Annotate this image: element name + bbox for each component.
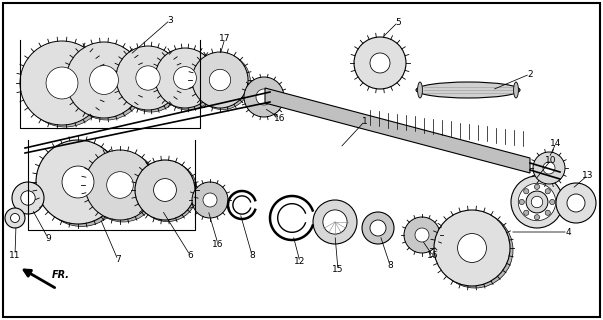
Circle shape bbox=[116, 46, 180, 110]
Circle shape bbox=[567, 194, 585, 212]
Circle shape bbox=[12, 182, 44, 214]
Circle shape bbox=[136, 66, 160, 90]
Text: 8: 8 bbox=[249, 251, 255, 260]
Circle shape bbox=[137, 162, 197, 222]
Text: 2: 2 bbox=[527, 69, 533, 78]
Circle shape bbox=[21, 191, 35, 205]
Circle shape bbox=[107, 172, 133, 198]
Circle shape bbox=[545, 189, 551, 194]
Circle shape bbox=[434, 210, 510, 286]
Circle shape bbox=[244, 77, 284, 117]
Text: 11: 11 bbox=[9, 251, 21, 260]
Circle shape bbox=[46, 67, 78, 99]
Text: 8: 8 bbox=[387, 260, 393, 269]
Circle shape bbox=[519, 199, 525, 204]
Circle shape bbox=[69, 44, 145, 120]
Circle shape bbox=[20, 41, 104, 125]
Text: 17: 17 bbox=[219, 34, 231, 43]
Circle shape bbox=[543, 162, 555, 174]
Circle shape bbox=[5, 208, 25, 228]
Circle shape bbox=[458, 234, 487, 262]
Circle shape bbox=[256, 89, 272, 105]
Text: 4: 4 bbox=[565, 228, 571, 236]
Circle shape bbox=[523, 210, 529, 215]
Circle shape bbox=[135, 160, 195, 220]
Circle shape bbox=[192, 182, 228, 218]
Circle shape bbox=[90, 66, 118, 94]
Circle shape bbox=[158, 50, 218, 110]
Text: 14: 14 bbox=[551, 139, 561, 148]
Ellipse shape bbox=[416, 82, 520, 98]
Text: 7: 7 bbox=[115, 255, 121, 265]
Circle shape bbox=[62, 166, 94, 198]
Circle shape bbox=[209, 69, 230, 91]
Text: 16: 16 bbox=[212, 239, 224, 249]
Circle shape bbox=[523, 189, 529, 194]
Circle shape bbox=[370, 53, 390, 73]
Circle shape bbox=[511, 176, 563, 228]
Circle shape bbox=[66, 42, 142, 118]
Circle shape bbox=[40, 142, 124, 227]
Circle shape bbox=[415, 228, 429, 242]
Circle shape bbox=[119, 48, 183, 112]
Text: 16: 16 bbox=[428, 252, 439, 260]
Circle shape bbox=[203, 193, 217, 207]
Circle shape bbox=[404, 217, 440, 253]
Circle shape bbox=[533, 152, 565, 184]
Ellipse shape bbox=[418, 82, 422, 98]
Circle shape bbox=[10, 213, 19, 222]
Circle shape bbox=[194, 53, 250, 109]
Circle shape bbox=[192, 52, 248, 108]
Circle shape bbox=[437, 212, 513, 288]
Circle shape bbox=[549, 199, 555, 204]
Text: 10: 10 bbox=[545, 156, 557, 164]
Circle shape bbox=[155, 48, 215, 108]
Circle shape bbox=[545, 210, 551, 215]
Circle shape bbox=[354, 37, 406, 89]
Circle shape bbox=[154, 179, 177, 201]
Circle shape bbox=[313, 200, 357, 244]
Text: FR.: FR. bbox=[52, 270, 70, 280]
Text: 9: 9 bbox=[45, 234, 51, 243]
Text: 16: 16 bbox=[274, 114, 286, 123]
Circle shape bbox=[534, 215, 540, 220]
Text: 5: 5 bbox=[395, 18, 401, 27]
Circle shape bbox=[370, 220, 386, 236]
Polygon shape bbox=[265, 88, 530, 173]
Circle shape bbox=[519, 183, 556, 221]
Circle shape bbox=[526, 191, 548, 213]
Circle shape bbox=[534, 184, 540, 189]
Text: 3: 3 bbox=[167, 15, 173, 25]
Circle shape bbox=[362, 212, 394, 244]
Circle shape bbox=[36, 140, 120, 224]
Text: 12: 12 bbox=[294, 258, 306, 267]
Circle shape bbox=[323, 210, 347, 234]
Circle shape bbox=[85, 150, 155, 220]
Text: 13: 13 bbox=[582, 171, 594, 180]
Circle shape bbox=[23, 43, 107, 127]
Circle shape bbox=[556, 183, 596, 223]
Circle shape bbox=[531, 196, 543, 208]
Circle shape bbox=[174, 67, 197, 89]
Text: 1: 1 bbox=[362, 116, 368, 125]
Text: 15: 15 bbox=[332, 266, 344, 275]
Ellipse shape bbox=[514, 82, 519, 98]
Circle shape bbox=[88, 152, 158, 222]
Text: 6: 6 bbox=[187, 251, 193, 260]
